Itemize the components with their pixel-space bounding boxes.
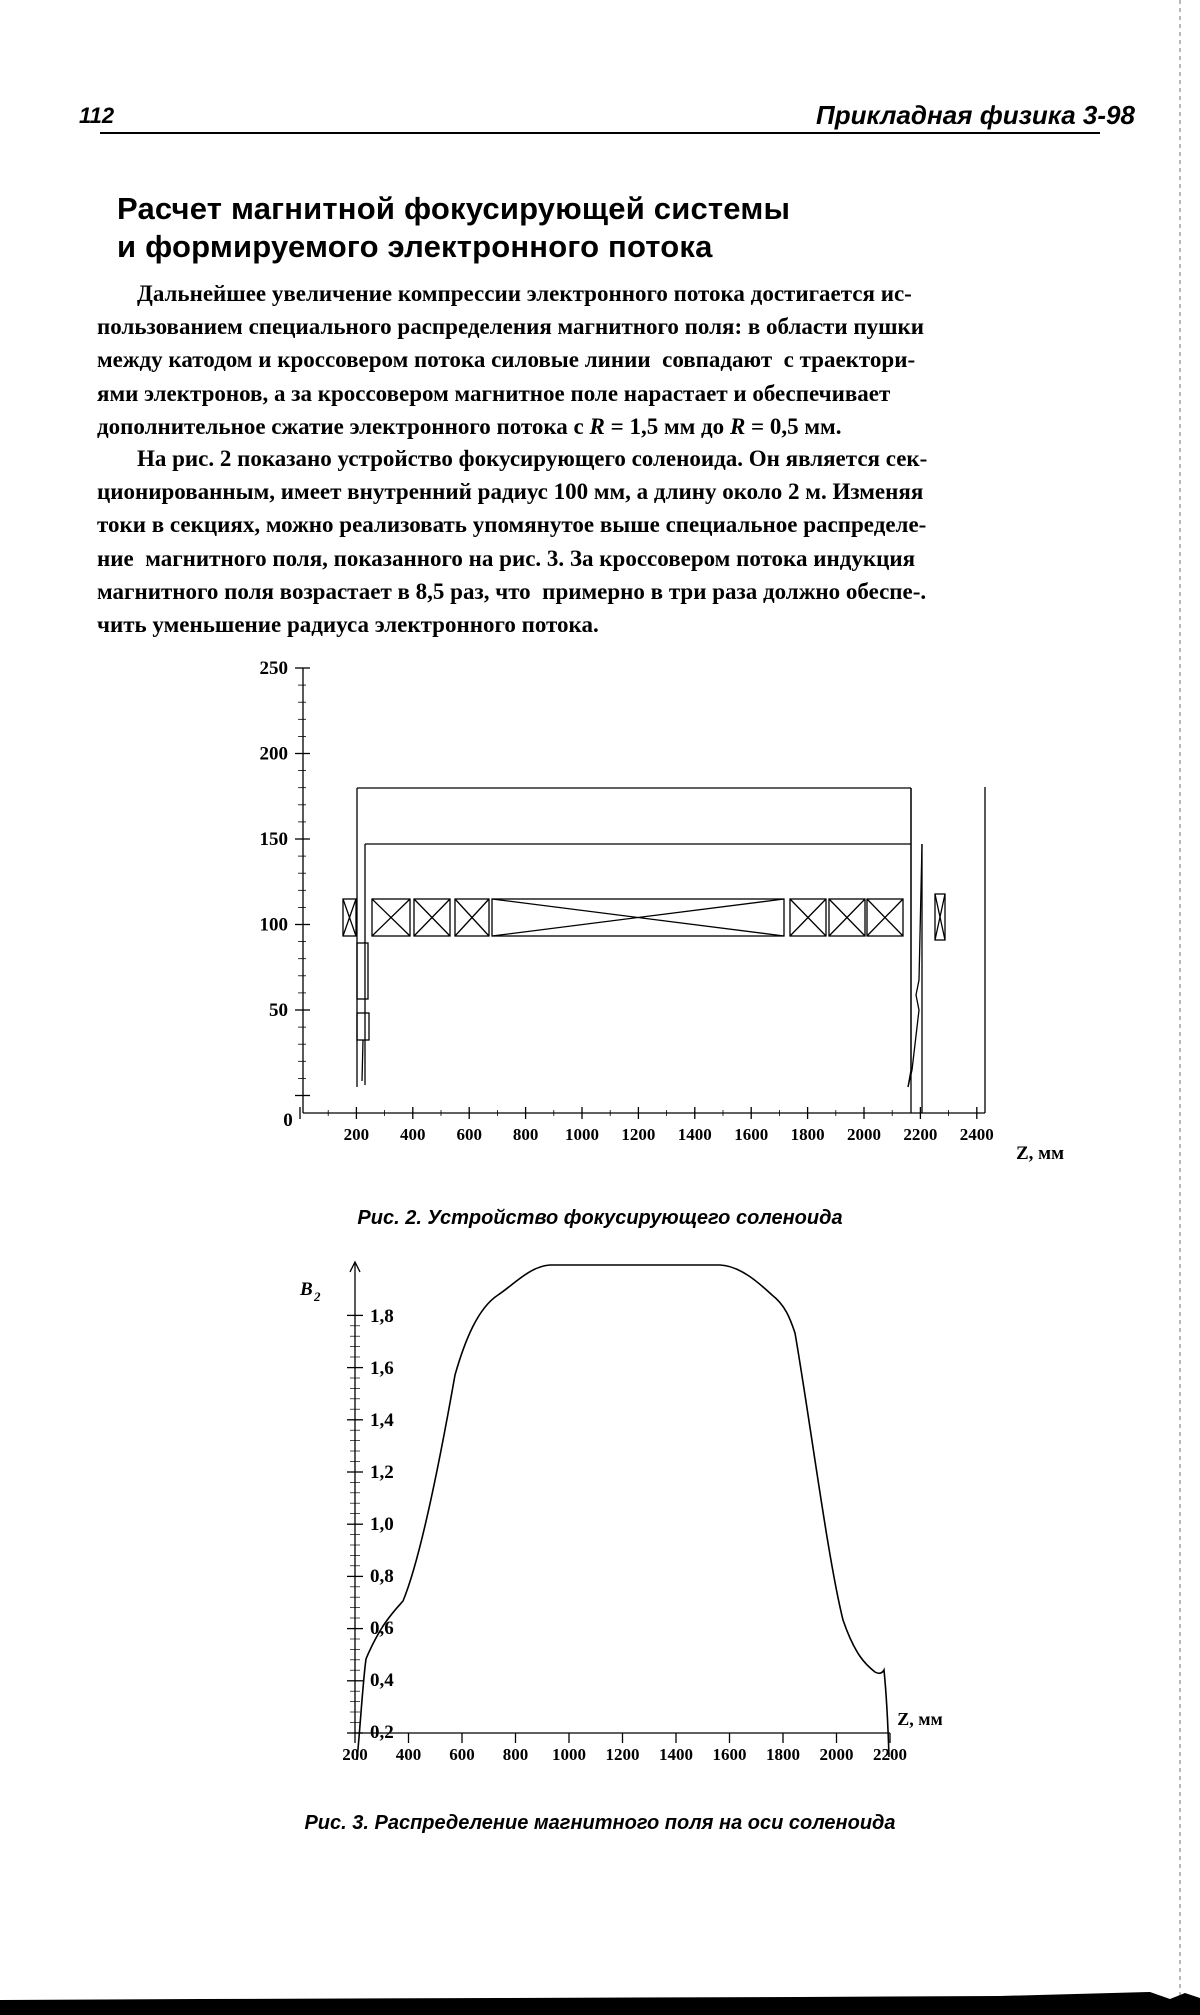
svg-text:1800: 1800 bbox=[791, 1125, 825, 1144]
svg-text:1000: 1000 bbox=[565, 1125, 599, 1144]
svg-text:1,6: 1,6 bbox=[370, 1358, 394, 1379]
svg-text:1,2: 1,2 bbox=[370, 1462, 394, 1483]
svg-text:2200: 2200 bbox=[873, 1745, 907, 1764]
svg-text:1400: 1400 bbox=[659, 1745, 693, 1764]
svg-text:1800: 1800 bbox=[766, 1745, 800, 1764]
svg-text:800: 800 bbox=[503, 1745, 529, 1764]
svg-text:200: 200 bbox=[260, 744, 289, 765]
svg-text:0,2: 0,2 bbox=[370, 1722, 394, 1743]
svg-text:0,8: 0,8 bbox=[370, 1566, 394, 1587]
svg-text:600: 600 bbox=[449, 1745, 475, 1764]
svg-text:2200: 2200 bbox=[903, 1125, 937, 1144]
svg-text:0: 0 bbox=[283, 1110, 293, 1131]
svg-text:2000: 2000 bbox=[820, 1745, 854, 1764]
svg-text:2: 2 bbox=[313, 1289, 321, 1304]
svg-text:2400: 2400 bbox=[960, 1125, 994, 1144]
svg-text:B: B bbox=[299, 1279, 313, 1300]
svg-text:50: 50 bbox=[269, 1000, 288, 1021]
svg-text:1200: 1200 bbox=[621, 1125, 655, 1144]
svg-text:2000: 2000 bbox=[847, 1125, 881, 1144]
svg-text:200: 200 bbox=[342, 1745, 368, 1764]
svg-text:100: 100 bbox=[260, 915, 289, 936]
svg-text:200: 200 bbox=[344, 1125, 370, 1144]
svg-text:400: 400 bbox=[400, 1125, 426, 1144]
svg-text:1400: 1400 bbox=[678, 1125, 712, 1144]
svg-text:0,4: 0,4 bbox=[370, 1670, 394, 1691]
svg-text:400: 400 bbox=[396, 1745, 422, 1764]
svg-text:Z, мм: Z, мм bbox=[897, 1709, 943, 1729]
svg-text:250: 250 bbox=[260, 658, 289, 679]
svg-text:1,4: 1,4 bbox=[370, 1410, 394, 1431]
svg-text:600: 600 bbox=[456, 1125, 482, 1144]
svg-text:800: 800 bbox=[513, 1125, 539, 1144]
svg-text:1600: 1600 bbox=[713, 1745, 747, 1764]
svg-text:150: 150 bbox=[260, 829, 289, 850]
svg-text:1,8: 1,8 bbox=[370, 1306, 394, 1327]
svg-text:1600: 1600 bbox=[734, 1125, 768, 1144]
svg-text:Z, мм: Z, мм bbox=[1016, 1143, 1064, 1164]
svg-text:1200: 1200 bbox=[606, 1745, 640, 1764]
svg-text:1000: 1000 bbox=[552, 1745, 586, 1764]
svg-text:1,0: 1,0 bbox=[370, 1514, 394, 1535]
